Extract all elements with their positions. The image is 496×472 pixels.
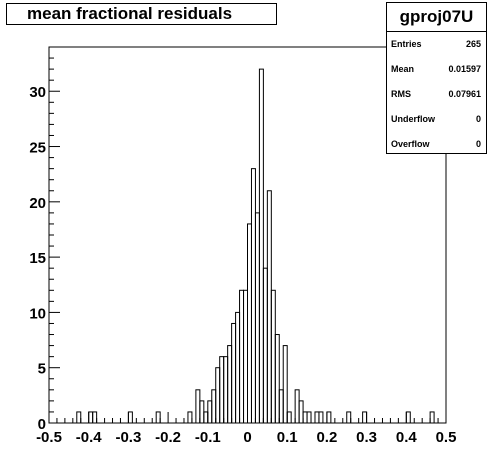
- x-tick-label: 0.5: [436, 429, 457, 446]
- histogram-bin: [346, 411, 352, 424]
- stat-value: 0: [475, 114, 481, 124]
- y-tick-label: 25: [29, 140, 46, 157]
- stat-value: 0: [475, 139, 481, 149]
- x-tick-label: 0.4: [396, 429, 418, 446]
- x-tick-label: -0.1: [195, 429, 221, 446]
- stat-label: Underflow: [391, 114, 435, 124]
- axes: -0.5 -0.4 -0.3 -0.2 -0.1 0 0.1 0.2 0.3 0.4 0.5 0 5 10…: [29, 46, 457, 446]
- y-tick-label: 15: [29, 250, 46, 267]
- histogram-bin: [92, 411, 98, 424]
- stat-row-overflow: Overflow 0: [387, 132, 486, 157]
- stat-label: RMS: [391, 89, 411, 99]
- stat-label: Entries: [391, 39, 422, 49]
- stats-title: gproj07U: [387, 3, 486, 32]
- stat-value: 0.07961: [448, 89, 481, 99]
- stat-value: 265: [465, 39, 481, 49]
- stats-box: gproj07U Entries 265 Mean 0.01597 RMS 0.…: [386, 2, 487, 154]
- stat-value: 0.01597: [448, 64, 481, 74]
- y-tick-label: 20: [29, 195, 46, 212]
- stat-label: Mean: [391, 64, 415, 74]
- y-tick-label: 30: [29, 84, 46, 101]
- stat-row-underflow: Underflow 0: [387, 107, 486, 132]
- x-tick-label: -0.5: [36, 429, 62, 446]
- histogram-bin: [429, 411, 435, 424]
- stat-row-rms: RMS 0.07961: [387, 82, 486, 107]
- histogram-bin: [76, 411, 82, 424]
- x-tick-label: -0.2: [155, 429, 181, 446]
- histogram-bin: [306, 411, 312, 424]
- x-tick-label: 0.1: [277, 429, 298, 446]
- histogram-bin: [155, 411, 161, 424]
- x-tick-label: 0.2: [316, 429, 337, 446]
- chart-title: mean fractional residuals: [6, 3, 277, 25]
- x-tick-label: 0: [243, 429, 251, 446]
- y-tick-label: 5: [38, 361, 46, 378]
- stat-label: Overflow: [391, 139, 430, 149]
- histogram-bin: [282, 345, 288, 424]
- x-tick-label: 0.3: [356, 429, 377, 446]
- histogram-bin: [187, 411, 193, 424]
- x-tick-label: -0.4: [76, 429, 103, 446]
- y-tick-label: 10: [29, 305, 46, 322]
- histogram-marks: [76, 68, 435, 424]
- histogram-bin: [274, 334, 280, 424]
- x-tick-label: -0.3: [115, 429, 141, 446]
- histogram-bin: [318, 411, 324, 424]
- stat-row-mean: Mean 0.01597: [387, 57, 486, 82]
- stat-row-entries: Entries 265: [387, 32, 486, 57]
- y-tick-label: 0: [38, 416, 46, 433]
- histogram-bin: [258, 68, 264, 424]
